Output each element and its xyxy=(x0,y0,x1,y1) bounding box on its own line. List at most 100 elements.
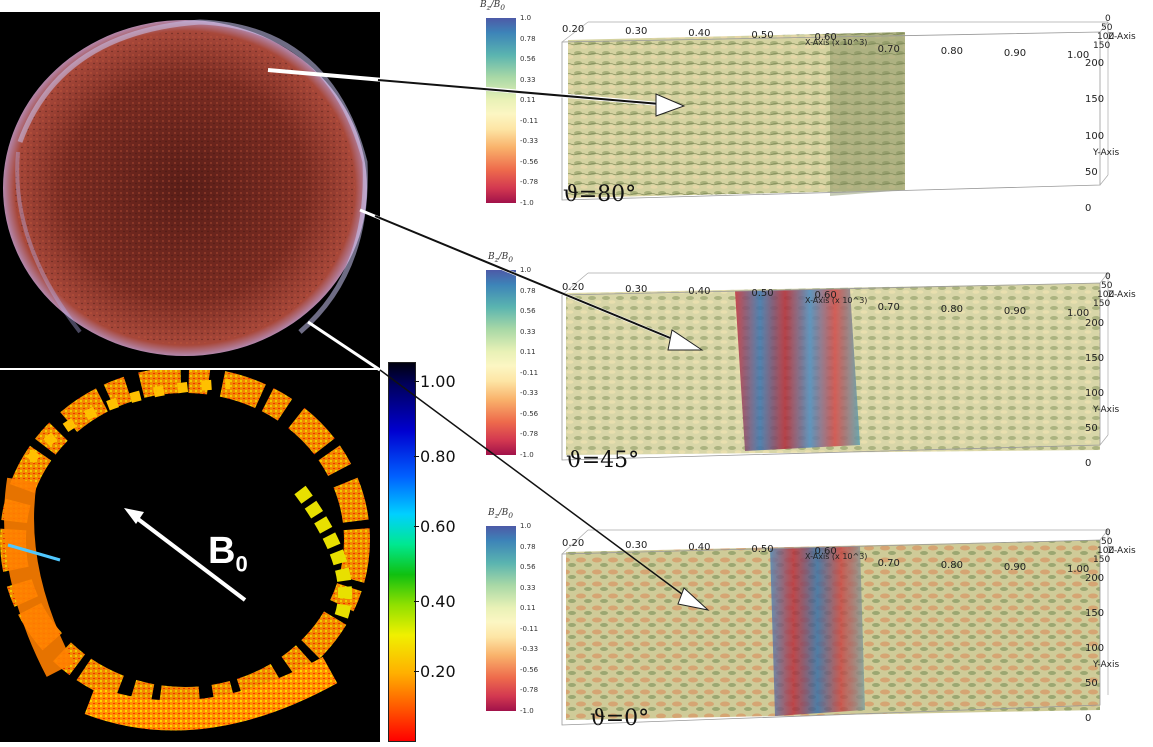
turbulence-volume xyxy=(561,272,1109,461)
colorbar-tick-label: -0.33 xyxy=(520,137,539,146)
b0-label: B0 xyxy=(208,530,248,577)
z-tick-label: 50 xyxy=(1101,23,1113,33)
turbulence-volume xyxy=(561,21,1109,201)
y-tick-label: 0 xyxy=(1085,203,1092,214)
y-tick-label: 50 xyxy=(1085,166,1098,178)
x-tick-label: 1.00 xyxy=(1067,308,1090,319)
x-tick-label: 0.90 xyxy=(1003,562,1027,573)
y-tick-label: 100 xyxy=(1085,643,1105,654)
x-tick-label: 0.20 xyxy=(562,282,585,293)
arrowhead-45 xyxy=(667,329,704,351)
colorbar-tick-label: -1.0 xyxy=(520,199,534,207)
z-tick-label: 150 xyxy=(1093,555,1111,565)
y-tick-label: 150 xyxy=(1085,353,1105,364)
main-colorbar-tick: 0.60 xyxy=(414,517,456,536)
x-axis-label: X-Axis (x 10^3) xyxy=(805,38,868,47)
y-tick-label: 200 xyxy=(1085,58,1105,69)
z-tick-label: 150 xyxy=(1093,299,1111,309)
colorbar-tick-label: 0.78 xyxy=(520,34,536,43)
y-tick-label: 0 xyxy=(1085,458,1092,469)
colorbar-tick-label: 0.33 xyxy=(520,327,536,336)
x-tick-label: 0.60 xyxy=(814,290,837,301)
y-tick-label: 100 xyxy=(1085,130,1105,142)
colorbar-tick-label: -0.11 xyxy=(520,116,539,125)
colorbar-tick-label: 0.56 xyxy=(520,55,536,64)
y-axis-label: Y-Axis xyxy=(1093,660,1120,670)
colorbar-tick-label: 0.11 xyxy=(520,604,536,613)
arrow-to-45-black xyxy=(374,215,681,343)
z-tick-label: 0 xyxy=(1105,14,1111,24)
z-axis-label: Z-Axis xyxy=(1108,290,1136,300)
colorbar-tick-label: -1.0 xyxy=(520,451,534,459)
x-axis-label: X-Axis (x 10^3) xyxy=(805,296,868,305)
y-tick-label: 200 xyxy=(1085,573,1105,584)
field-angle-map xyxy=(0,367,380,742)
x-tick-label: 0.80 xyxy=(940,560,964,571)
colorbar-tick-label: -0.11 xyxy=(520,368,539,377)
x-tick-label: 0.50 xyxy=(751,30,774,41)
colorbar-tick-label: -0.78 xyxy=(520,430,539,439)
y-tick-label: 200 xyxy=(1085,318,1105,329)
main-colorbar-tick: 0.20 xyxy=(414,662,456,681)
x-tick-label: 0.30 xyxy=(625,540,648,551)
x-tick-label: 0.30 xyxy=(625,284,648,295)
panel-colorbar xyxy=(486,526,516,711)
colorbar-tick-label: 0.33 xyxy=(520,75,536,84)
colorbar-tick-label: -0.56 xyxy=(520,665,539,674)
z-tick-label: 100 xyxy=(1097,32,1115,42)
x-axis-label: X-Axis (x 10^3) xyxy=(805,552,868,561)
x-tick-label: 0.20 xyxy=(562,538,585,549)
simulation-box-80 xyxy=(560,20,1115,225)
turbulence-volume xyxy=(561,529,1109,726)
colorbar-tick-label: 0.56 xyxy=(520,307,536,316)
arrowhead-80 xyxy=(655,93,686,117)
x-tick-label: 1.00 xyxy=(1067,564,1090,575)
colorbar-tick-label: -0.33 xyxy=(520,389,539,398)
colorbar-tick-label: -1.0 xyxy=(520,707,534,715)
x-tick-label: 1.00 xyxy=(1067,50,1090,61)
arrow-to-0-white xyxy=(307,320,381,372)
x-tick-label: 0.60 xyxy=(814,546,837,557)
angle-label-0: ϑ=0° xyxy=(590,706,650,731)
colorbar-title: Bz/B0 xyxy=(480,0,506,12)
y-tick-label: 0 xyxy=(1085,713,1092,724)
colorbar-tick-label: 0.56 xyxy=(520,563,536,572)
main-colorbar-tick: 1.00 xyxy=(414,372,456,391)
z-tick-label: 150 xyxy=(1093,41,1111,51)
x-tick-label: 0.70 xyxy=(877,558,900,569)
y-axis-label: Y-Axis xyxy=(1093,405,1120,415)
z-tick-label: 0 xyxy=(1105,272,1111,282)
z-axis-label: Z-Axis xyxy=(1108,32,1136,42)
x-tick-label: 0.40 xyxy=(688,286,711,297)
main-colorbar-tick: 0.40 xyxy=(414,592,456,611)
map-graphic xyxy=(0,367,370,731)
y-tick-label: 150 xyxy=(1085,94,1105,106)
colorbar-tick-label: -0.11 xyxy=(520,624,539,633)
z-axis-label: Z-Axis xyxy=(1108,546,1136,556)
y-tick-label: 150 xyxy=(1085,608,1105,619)
colorbar-tick-label: -0.33 xyxy=(520,645,539,654)
colorbar-tick-label: 0.78 xyxy=(520,286,536,295)
arrow-to-80-black xyxy=(377,79,661,105)
colorbar-tick-label: 0.11 xyxy=(520,96,536,105)
z-tick-label: 100 xyxy=(1097,546,1115,556)
main-colorbar xyxy=(388,362,416,742)
z-tick-label: 0 xyxy=(1105,528,1111,538)
simulation-box-45 xyxy=(560,265,1115,480)
y-axis-label: Y-Axis xyxy=(1093,147,1120,158)
panel-colorbar xyxy=(486,18,516,203)
colorbar-tick-label: -0.56 xyxy=(520,409,539,418)
z-tick-label: 100 xyxy=(1097,290,1115,300)
colorbar-tick-label: 1.0 xyxy=(520,522,532,530)
x-tick-label: 0.20 xyxy=(562,24,585,35)
angle-label-80: ϑ=80° xyxy=(563,182,637,207)
colorbar-tick-label: -0.78 xyxy=(520,686,539,695)
panel-colorbar xyxy=(486,270,516,455)
colorbar-tick-label: -0.56 xyxy=(520,157,539,166)
x-tick-label: 0.90 xyxy=(1003,306,1027,317)
main-colorbar-tick: 0.80 xyxy=(414,447,456,466)
z-tick-label: 50 xyxy=(1101,281,1113,291)
x-tick-label: 0.40 xyxy=(688,542,711,553)
x-tick-label: 0.70 xyxy=(877,44,900,55)
